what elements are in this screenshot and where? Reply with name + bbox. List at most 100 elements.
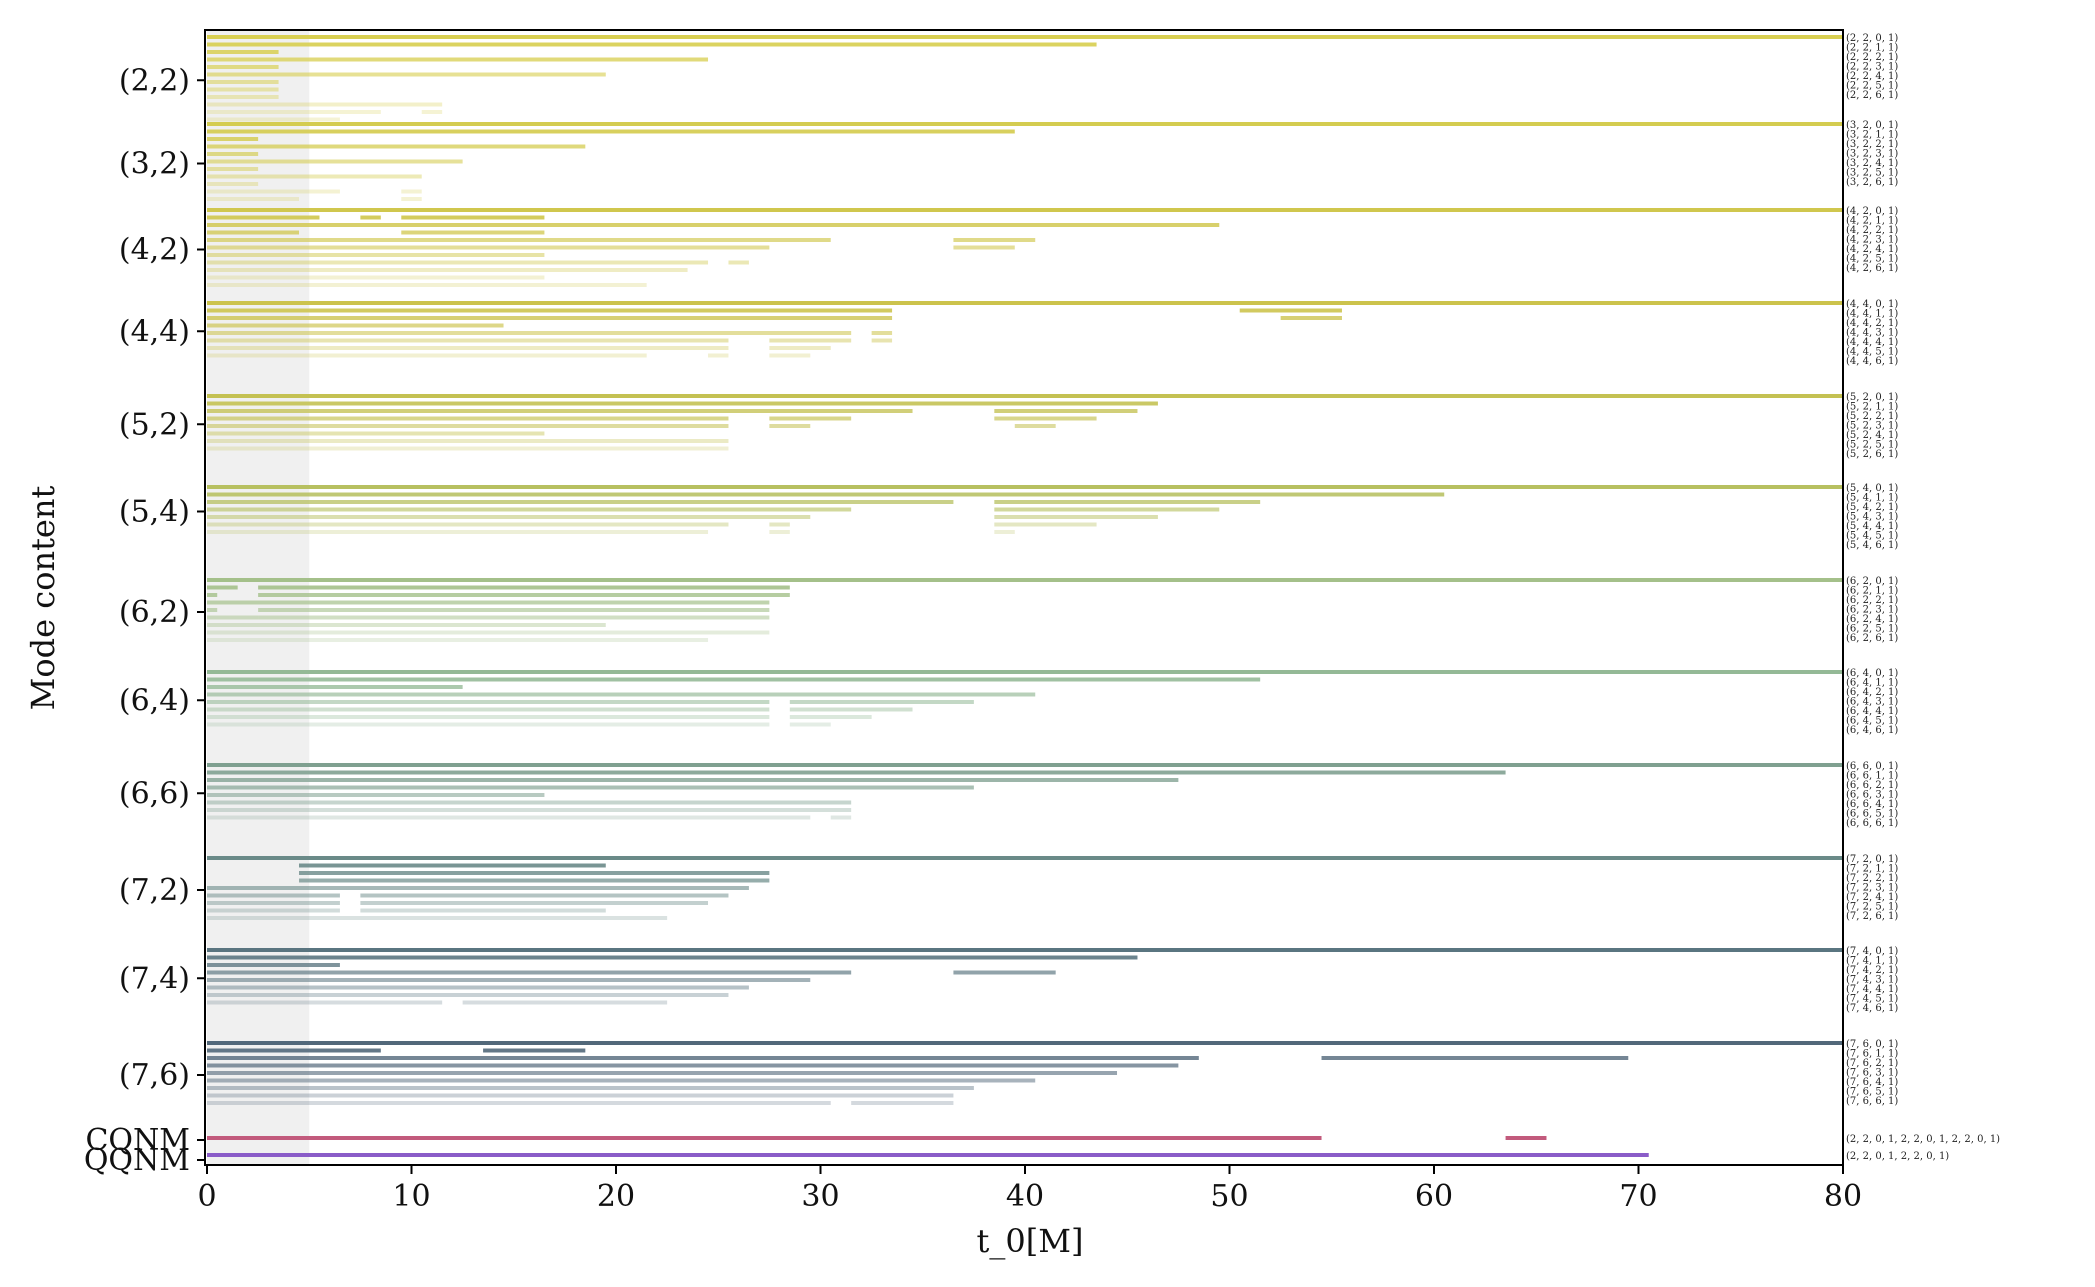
side-label-(4,2)-4: (4, 2, 4, 1) — [1846, 244, 1898, 255]
x-ticks: 0 10 20 30 40 50 60 70 80 — [197, 1165, 1862, 1214]
side-label-(5,2)-5: (5, 2, 5, 1) — [1846, 440, 1898, 451]
y-tick-label-6: (6,2) — [119, 595, 190, 630]
x-tick-label-40: 40 — [1006, 1179, 1044, 1214]
side-label-(5,2)-2: (5, 2, 2, 1) — [1846, 411, 1898, 422]
x-tick-label-80: 80 — [1824, 1179, 1862, 1214]
side-label-(4,4)-1: (4, 4, 1, 1) — [1846, 309, 1898, 320]
shaded-region — [207, 31, 310, 1164]
side-label-(6,6)-1: (6, 6, 1, 1) — [1846, 771, 1898, 782]
y-tick-label-5: (5,4) — [119, 495, 190, 530]
side-label-(7,2)-2: (7, 2, 2, 1) — [1846, 873, 1898, 884]
plot-frame — [204, 29, 1844, 1166]
side-label-(6,4)-5: (6, 4, 5, 1) — [1846, 716, 1898, 727]
side-label-(6,4)-2: (6, 4, 2, 1) — [1846, 687, 1898, 698]
side-label-(6,2)-4: (6, 2, 4, 1) — [1846, 614, 1898, 625]
side-label-(4,2)-2: (4, 2, 2, 1) — [1846, 225, 1898, 236]
side-label-(7,6)-4: (7, 6, 4, 1) — [1846, 1077, 1898, 1088]
y-tick-label-1: (3,2) — [119, 147, 190, 182]
side-label-(4,2)-3: (4, 2, 3, 1) — [1846, 235, 1898, 246]
side-label-(4,4)-5: (4, 4, 5, 1) — [1846, 347, 1898, 358]
side-label-(2,2)-5: (2, 2, 5, 1) — [1846, 81, 1898, 92]
side-label-(6,4)-3: (6, 4, 3, 1) — [1846, 697, 1898, 708]
y-tick-label-0: (2,2) — [119, 63, 190, 98]
side-label-(6,6)-6: (6, 6, 6, 1) — [1846, 818, 1898, 829]
side-label-(7,2)-3: (7, 2, 3, 1) — [1846, 883, 1898, 894]
side-label-(7,6)-6: (7, 6, 6, 1) — [1846, 1096, 1898, 1107]
side-labels: (2, 2, 0, 1)(2, 2, 1, 1)(2, 2, 2, 1)(2, … — [1846, 33, 2000, 1162]
side-label-(6,6)-0: (6, 6, 0, 1) — [1846, 761, 1898, 772]
side-label-(6,4)-0: (6, 4, 0, 1) — [1846, 668, 1898, 679]
y-tick-label-11: (7,6) — [119, 1058, 190, 1093]
side-label-(7,4)-4: (7, 4, 4, 1) — [1846, 984, 1898, 995]
side-label-(6,6)-2: (6, 6, 2, 1) — [1846, 780, 1898, 791]
side-label-(6,2)-0: (6, 2, 0, 1) — [1846, 576, 1898, 587]
side-label-(4,2)-0: (4, 2, 0, 1) — [1846, 206, 1898, 217]
side-label-(3,2)-2: (3, 2, 2, 1) — [1846, 139, 1898, 150]
side-label-(7,6)-1: (7, 6, 1, 1) — [1846, 1049, 1898, 1060]
side-label-(7,4)-3: (7, 4, 3, 1) — [1846, 975, 1898, 986]
side-label-(7,4)-0: (7, 4, 0, 1) — [1846, 946, 1898, 957]
side-label-(6,6)-5: (6, 6, 5, 1) — [1846, 809, 1898, 820]
side-label-(5,4)-0: (5, 4, 0, 1) — [1846, 483, 1898, 494]
side-label-(4,4)-2: (4, 4, 2, 1) — [1846, 318, 1898, 329]
side-label-(7,2)-1: (7, 2, 1, 1) — [1846, 864, 1898, 875]
side-label-(7,4)-6: (7, 4, 6, 1) — [1846, 1003, 1898, 1014]
y-tick-label-13: QQNM — [84, 1143, 190, 1178]
side-label-(7,2)-0: (7, 2, 0, 1) — [1846, 854, 1898, 865]
x-axis-label: t_0[M] — [977, 1222, 1084, 1260]
side-label-(7,2)-4: (7, 2, 4, 1) — [1846, 892, 1898, 903]
x-tick-label-20: 20 — [597, 1179, 635, 1214]
side-label-(5,4)-4: (5, 4, 4, 1) — [1846, 521, 1898, 532]
y-tick-label-9: (7,2) — [119, 873, 190, 908]
side-label-(4,2)-5: (4, 2, 5, 1) — [1846, 254, 1898, 265]
x-tick-label-60: 60 — [1415, 1179, 1453, 1214]
side-label-(5,2)-1: (5, 2, 1, 1) — [1846, 402, 1898, 413]
side-label-(3,2)-1: (3, 2, 1, 1) — [1846, 130, 1898, 141]
side-label-(7,6)-0: (7, 6, 0, 1) — [1846, 1039, 1898, 1050]
x-tick-label-10: 10 — [392, 1179, 430, 1214]
side-label-(6,6)-4: (6, 6, 4, 1) — [1846, 799, 1898, 810]
y-tick-label-10: (7,4) — [119, 961, 190, 996]
side-label-(5,4)-2: (5, 4, 2, 1) — [1846, 502, 1898, 513]
side-label-(5,2)-4: (5, 2, 4, 1) — [1846, 430, 1898, 441]
y-tick-label-2: (4,2) — [119, 233, 190, 268]
y-tick-label-4: (5,2) — [119, 407, 190, 442]
side-label-(5,2)-0: (5, 2, 0, 1) — [1846, 392, 1898, 403]
side-label-(2,2)-4: (2, 2, 4, 1) — [1846, 71, 1898, 82]
side-label-(7,2)-5: (7, 2, 5, 1) — [1846, 902, 1898, 913]
y-tick-label-8: (6,6) — [119, 776, 190, 811]
y-tick-label-3: (4,4) — [119, 314, 190, 349]
side-label-(7,4)-2: (7, 4, 2, 1) — [1846, 965, 1898, 976]
side-label-(7,6)-5: (7, 6, 5, 1) — [1846, 1087, 1898, 1098]
side-label-(5,4)-1: (5, 4, 1, 1) — [1846, 493, 1898, 504]
side-label-(7,6)-3: (7, 6, 3, 1) — [1846, 1068, 1898, 1079]
side-label-(5,2)-3: (5, 2, 3, 1) — [1846, 421, 1898, 432]
side-label-CQNM-0: (2, 2, 0, 1, 2, 2, 0, 1, 2, 2, 0, 1) — [1846, 1134, 2000, 1145]
x-tick-label-30: 30 — [801, 1179, 839, 1214]
side-label-(6,4)-1: (6, 4, 1, 1) — [1846, 678, 1898, 689]
side-label-(2,2)-2: (2, 2, 2, 1) — [1846, 52, 1898, 63]
y-tick-label-12: CQNM — [85, 1123, 190, 1158]
side-label-(7,4)-1: (7, 4, 1, 1) — [1846, 956, 1898, 967]
x-tick-label-50: 50 — [1210, 1179, 1248, 1214]
side-label-(6,2)-2: (6, 2, 2, 1) — [1846, 595, 1898, 606]
side-label-(6,6)-3: (6, 6, 3, 1) — [1846, 790, 1898, 801]
side-label-(6,2)-6: (6, 2, 6, 1) — [1846, 633, 1898, 644]
side-label-(4,4)-6: (4, 4, 6, 1) — [1846, 356, 1898, 367]
x-tick-label-0: 0 — [197, 1179, 216, 1214]
side-label-(3,2)-0: (3, 2, 0, 1) — [1846, 120, 1898, 131]
side-label-(6,2)-1: (6, 2, 1, 1) — [1846, 586, 1898, 597]
x-tick-label-70: 70 — [1619, 1179, 1657, 1214]
side-label-(4,2)-1: (4, 2, 1, 1) — [1846, 216, 1898, 227]
side-label-(7,2)-6: (7, 2, 6, 1) — [1846, 911, 1898, 922]
side-label-(3,2)-5: (3, 2, 5, 1) — [1846, 168, 1898, 179]
side-label-QQNM-0: (2, 2, 0, 1, 2, 2, 0, 1) — [1846, 1151, 1949, 1162]
side-label-(6,2)-5: (6, 2, 5, 1) — [1846, 624, 1898, 635]
bars-layer — [207, 35, 1843, 1157]
side-label-(4,4)-3: (4, 4, 3, 1) — [1846, 328, 1898, 339]
side-label-(2,2)-3: (2, 2, 3, 1) — [1846, 62, 1898, 73]
side-label-(5,4)-6: (5, 4, 6, 1) — [1846, 540, 1898, 551]
side-label-(4,2)-6: (4, 2, 6, 1) — [1846, 263, 1898, 274]
side-label-(6,4)-4: (6, 4, 4, 1) — [1846, 706, 1898, 717]
